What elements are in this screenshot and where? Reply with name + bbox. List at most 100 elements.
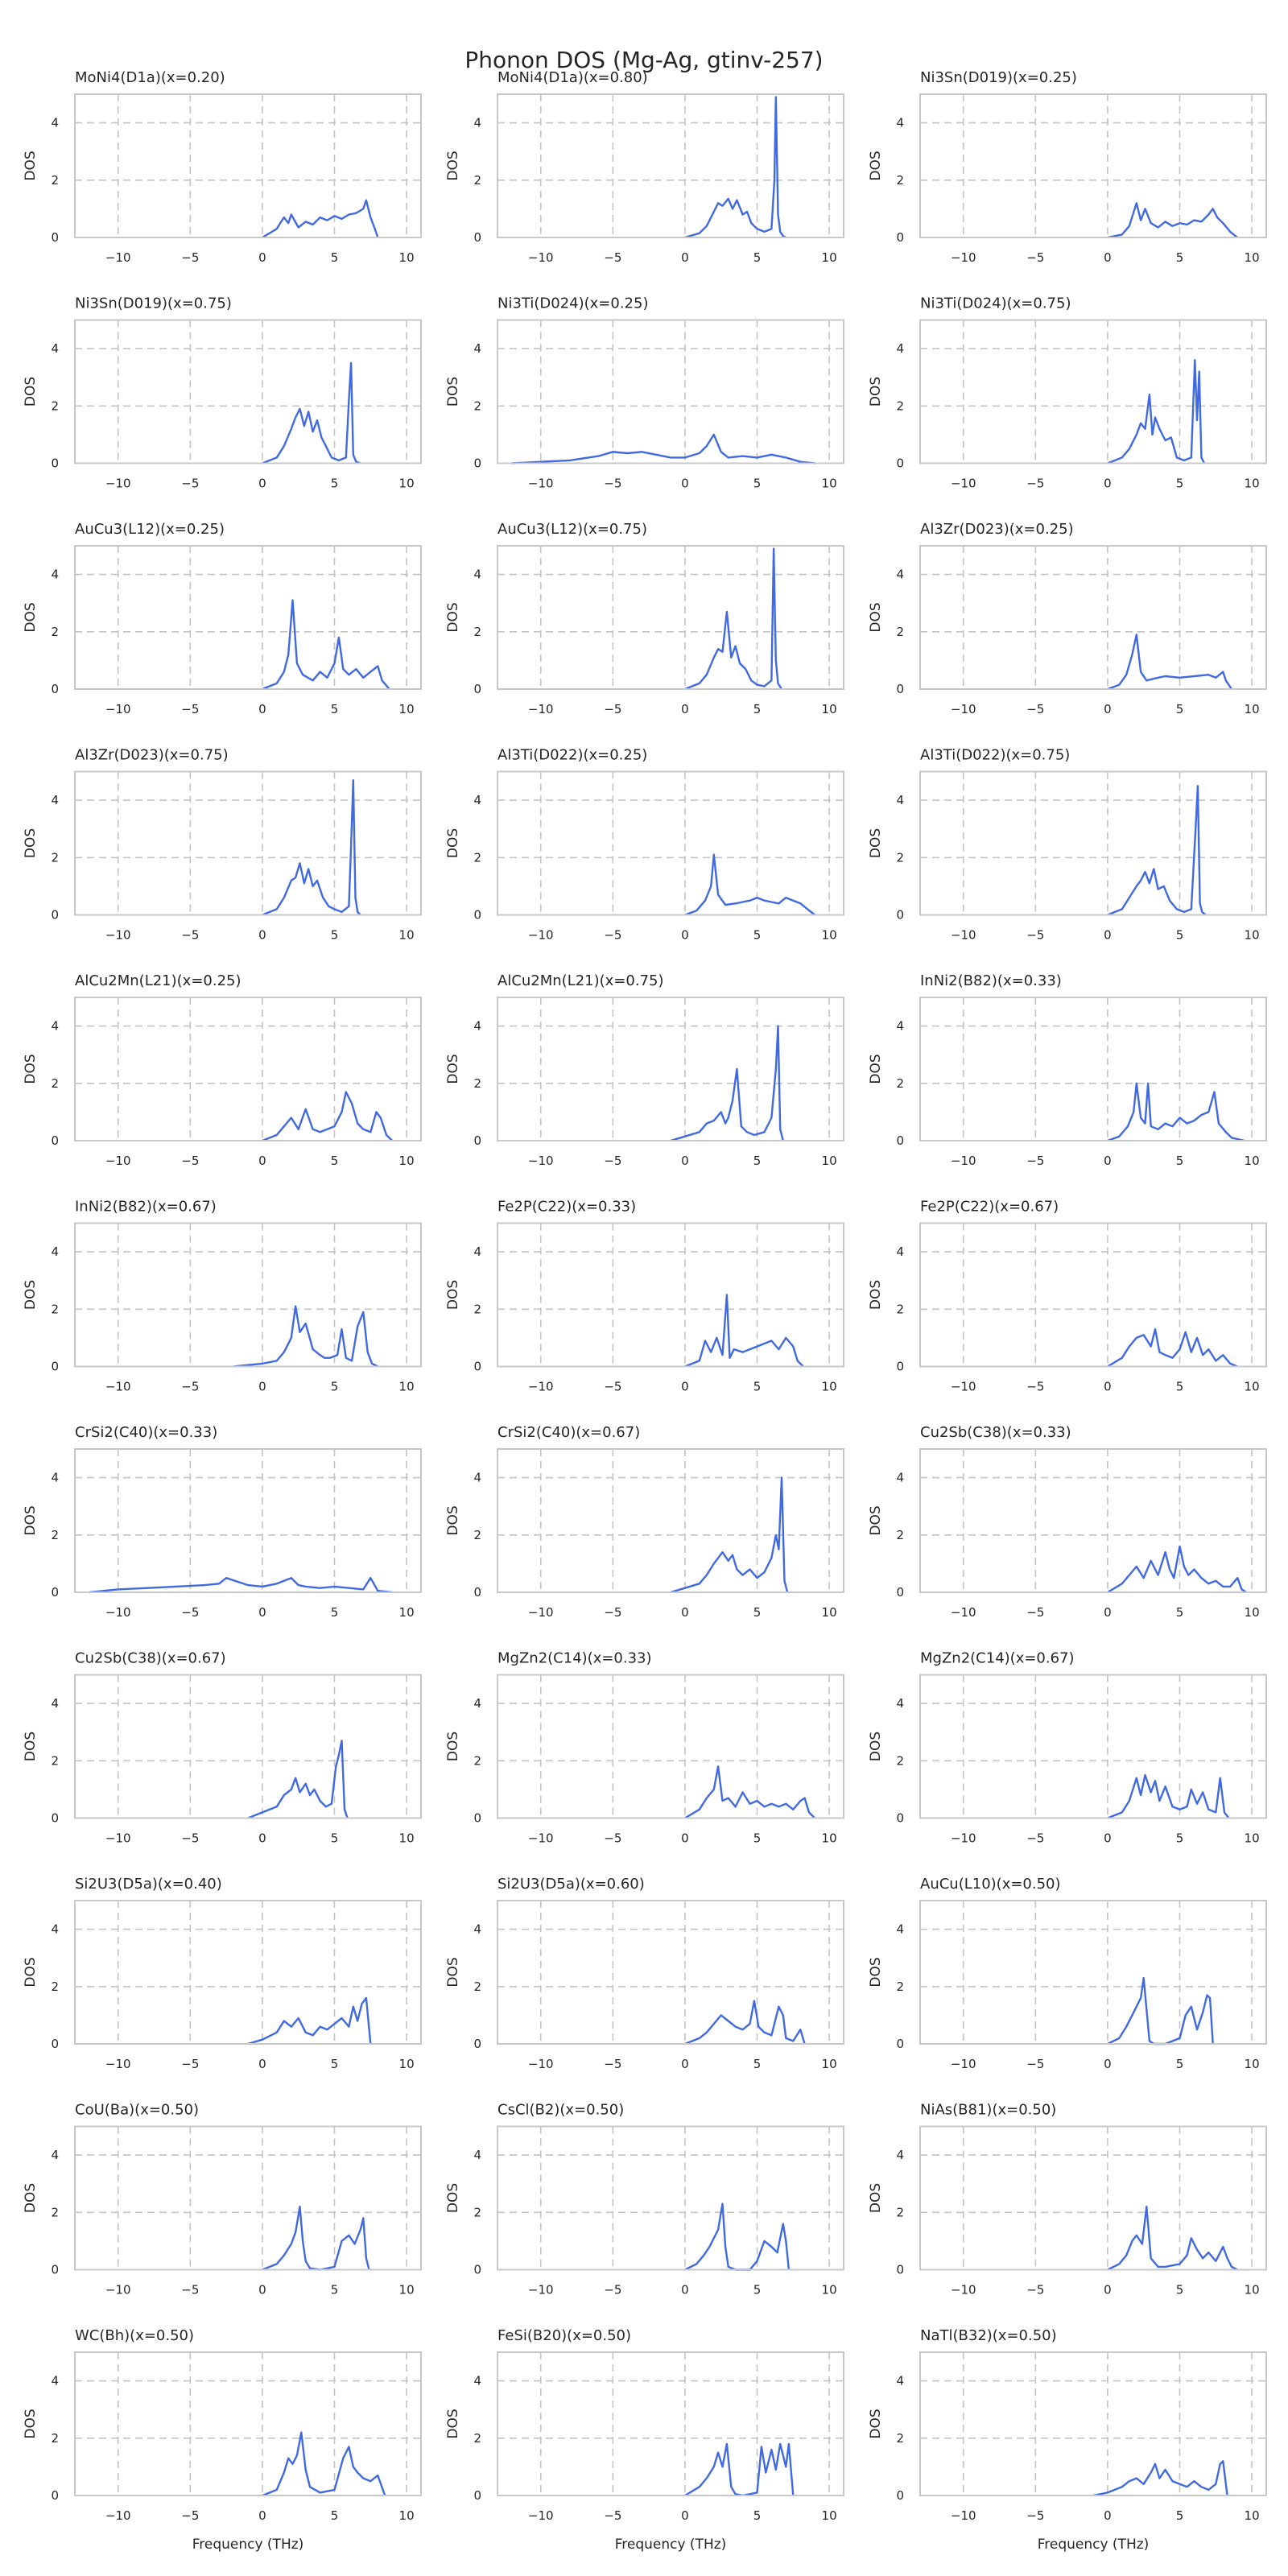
dos-series-line [1107, 1082, 1245, 1142]
x-tick-label: −5 [181, 702, 199, 716]
x-tick-label: −10 [951, 702, 976, 716]
dos-series-line [684, 1294, 804, 1368]
y-tick-label: 0 [51, 230, 59, 245]
plot-frame [919, 997, 1267, 1141]
subplot-title: NiAs(B81)(x=0.50) [920, 2102, 1056, 2119]
y-tick-label: 0 [51, 908, 59, 923]
x-tick-label: 10 [1245, 1154, 1260, 1168]
x-tick-label: −5 [1026, 1380, 1044, 1394]
subplot: Al3Zr(D023)(x=0.25) −10 −5 0 5 10 0 2 4 DOS [868, 521, 1267, 716]
y-tick-label: 2 [51, 1302, 59, 1316]
dos-series-line [1107, 1545, 1247, 1594]
y-tick-label: 0 [473, 908, 481, 923]
dos-series-line [1107, 1773, 1230, 1819]
y-tick-label: 4 [473, 568, 481, 582]
dos-series-line [1107, 634, 1232, 691]
y-tick-label: 2 [51, 1528, 59, 1542]
plot-frame [74, 997, 422, 1141]
y-tick-label: 4 [896, 1922, 904, 1937]
subplot: CrSi2(C40)(x=0.67) −10 −5 0 5 10 0 2 4 DOS [445, 1424, 844, 1620]
x-tick-label: 5 [753, 1605, 762, 1620]
y-tick-label: 4 [473, 116, 481, 130]
x-tick-label: −5 [181, 2283, 199, 2297]
x-tick-label: −5 [604, 928, 621, 943]
x-tick-label: −10 [105, 2057, 131, 2071]
x-tick-label: 0 [258, 928, 266, 943]
x-tick-label: 10 [1245, 2057, 1260, 2071]
x-tick-label: 0 [1104, 1154, 1112, 1168]
plot-frame [919, 545, 1267, 690]
plot-frame [74, 93, 422, 238]
dos-series-line [247, 1996, 372, 2046]
y-tick-label: 0 [473, 1360, 481, 1374]
x-tick-label: 5 [331, 250, 339, 265]
y-axis-label: DOS [23, 1280, 39, 1310]
x-tick-label: −10 [528, 2508, 554, 2523]
x-tick-label: 5 [1176, 2057, 1184, 2071]
x-tick-label: −10 [105, 2283, 131, 2297]
dos-series-line [1107, 785, 1207, 916]
x-tick-label: −10 [528, 1831, 554, 1846]
x-tick-label: 5 [753, 1380, 762, 1394]
x-tick-label: 10 [399, 928, 415, 943]
x-tick-label: −10 [105, 2508, 131, 2523]
x-tick-label: 0 [681, 1831, 689, 1846]
x-tick-label: −10 [105, 702, 131, 716]
x-tick-label: −10 [951, 2057, 976, 2071]
plot-frame [497, 93, 844, 238]
x-tick-label: −5 [604, 1831, 621, 1846]
plot-frame [74, 1674, 422, 1819]
y-tick-label: 2 [51, 398, 59, 413]
y-tick-label: 0 [51, 1585, 59, 1600]
dos-series-line [511, 433, 815, 464]
y-tick-label: 0 [51, 1811, 59, 1826]
dos-series-line [670, 1025, 784, 1142]
x-tick-label: −5 [181, 1380, 199, 1394]
y-tick-label: 4 [51, 1471, 59, 1485]
y-tick-label: 4 [896, 793, 904, 807]
x-tick-label: 10 [1245, 928, 1260, 943]
y-tick-label: 4 [473, 1471, 481, 1485]
plot-frame [74, 2351, 422, 2496]
x-tick-label: −10 [105, 1380, 131, 1394]
x-tick-label: 10 [822, 2508, 837, 2523]
x-axis-label: Frequency (THz) [192, 2537, 304, 2553]
x-tick-label: 10 [399, 1831, 415, 1846]
plot-frame [74, 2125, 422, 2271]
dos-series-line [684, 2202, 791, 2271]
x-tick-label: −10 [105, 477, 131, 491]
dos-series-line [1092, 2460, 1228, 2497]
y-axis-label: DOS [23, 828, 39, 858]
x-tick-label: 10 [399, 1154, 415, 1168]
x-axis-label: Frequency (THz) [1038, 2537, 1150, 2553]
y-axis-label: DOS [445, 1957, 461, 1987]
y-tick-label: 2 [473, 398, 481, 413]
y-tick-label: 2 [51, 1979, 59, 1994]
y-tick-label: 4 [896, 2374, 904, 2388]
subplot: Ni3Sn(D019)(x=0.75) −10 −5 0 5 10 0 2 4 DOS [23, 295, 422, 491]
subplot-title: AuCu(L10)(x=0.50) [920, 1876, 1061, 1893]
subplot: CsCl(B2)(x=0.50) −10 −5 0 5 10 0 2 4 DOS [445, 2102, 844, 2297]
subplot: AlCu2Mn(L21)(x=0.75) −10 −5 0 5 10 0 2 4 DOS [445, 972, 844, 1168]
x-tick-label: −5 [1026, 2057, 1044, 2071]
subplot-title: MoNi4(D1a)(x=0.20) [75, 69, 225, 86]
x-tick-label: −10 [105, 928, 131, 943]
y-tick-label: 2 [896, 398, 904, 413]
subplot: Fe2P(C22)(x=0.33) −10 −5 0 5 10 0 2 4 DOS [445, 1199, 844, 1394]
y-tick-label: 0 [896, 2037, 904, 2051]
y-tick-label: 2 [473, 625, 481, 639]
x-tick-label: 10 [822, 1380, 837, 1394]
figure-title: Phonon DOS (Mg-Ag, gtinv-257) [464, 47, 823, 73]
x-tick-label: −5 [604, 1605, 621, 1620]
y-tick-label: 0 [51, 1360, 59, 1374]
x-tick-label: 0 [1104, 928, 1112, 943]
x-tick-label: 0 [258, 1154, 266, 1168]
y-axis-label: DOS [23, 1054, 39, 1084]
x-tick-label: −5 [604, 2283, 621, 2297]
x-tick-label: 10 [1245, 1605, 1260, 1620]
subplot-title: CrSi2(C40)(x=0.67) [497, 1424, 640, 1441]
plot-frame [74, 1222, 422, 1368]
plot-frame [919, 319, 1267, 464]
x-tick-label: −5 [1026, 250, 1044, 265]
y-tick-label: 2 [473, 1076, 481, 1091]
